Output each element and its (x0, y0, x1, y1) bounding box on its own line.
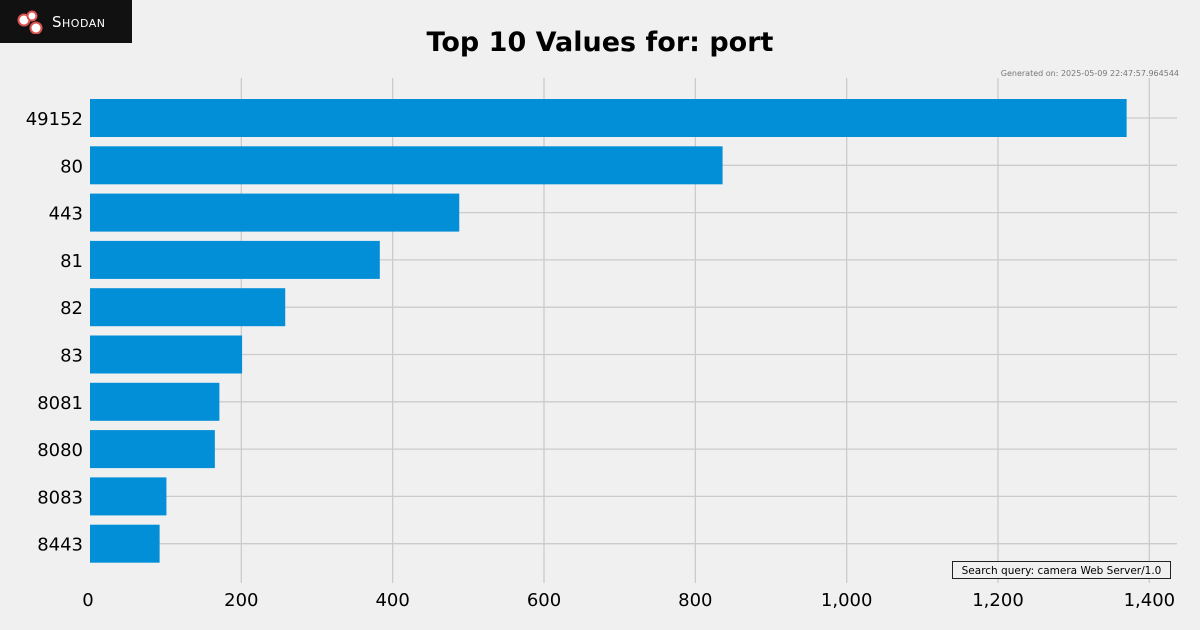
y-tick-label: 8080 (37, 440, 83, 461)
x-tick-label: 1,200 (972, 590, 1024, 611)
shodan-logo: Shodan (0, 0, 132, 43)
y-tick-label: 8081 (37, 393, 83, 414)
search-query-box: Search query: camera Web Server/1.0 (952, 561, 1171, 579)
x-tick-label: 200 (224, 590, 258, 611)
bar (90, 524, 160, 563)
x-tick-label: 400 (375, 590, 409, 611)
y-tick-label: 81 (60, 251, 83, 272)
bar (90, 99, 1127, 137)
generated-timestamp: Generated on: 2025-05-09 22:47:57.964544 (1000, 69, 1179, 78)
bar (90, 430, 215, 469)
bar (90, 335, 243, 374)
x-tick-label: 0 (82, 590, 93, 611)
x-tick-label: 1,400 (1124, 590, 1176, 611)
y-tick-label: 49152 (26, 109, 83, 130)
x-tick-label: 1,000 (821, 590, 873, 611)
bar (90, 193, 460, 232)
x-tick-label: 800 (678, 590, 712, 611)
y-tick-label: 82 (60, 298, 83, 319)
bar (90, 477, 167, 516)
y-tick-label: 83 (60, 346, 83, 367)
shodan-logo-icon (17, 10, 43, 34)
y-tick-label: 8443 (37, 535, 83, 556)
y-tick-label: 8083 (37, 487, 83, 508)
bar (90, 240, 380, 279)
bar (90, 288, 286, 327)
bar (90, 146, 723, 185)
chart-title: Top 10 Values for: port (426, 27, 774, 58)
brand-name: Shodan (52, 12, 106, 31)
y-tick-label: 443 (49, 204, 83, 225)
x-tick-label: 600 (527, 590, 561, 611)
bar (90, 382, 220, 421)
y-tick-label: 80 (60, 156, 83, 177)
